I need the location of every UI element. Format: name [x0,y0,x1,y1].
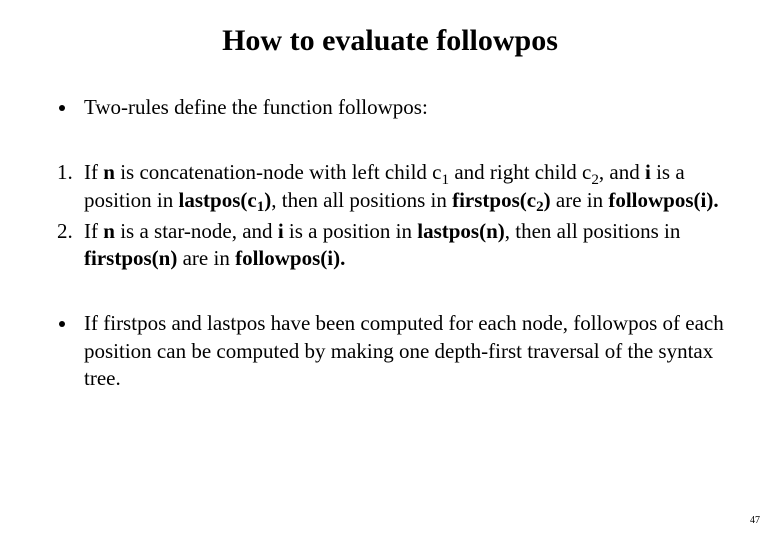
bold-n: n [103,160,115,184]
spacer [30,276,750,310]
rule-1: If n is concatenation-node with left chi… [78,159,750,214]
page-number: 47 [750,515,760,526]
text: If [84,160,103,184]
bold-followpos-i: followpos(i). [235,246,345,270]
bold-lastpos-n: lastpos(n) [417,219,505,243]
closing-bullet: If firstpos and lastpos have been comput… [78,310,750,392]
text: , then all positions in [505,219,681,243]
subscript: 2 [591,172,599,188]
bold-firstpos-n: firstpos(n) [84,246,177,270]
bold-followpos-i: followpos(i). [608,188,718,212]
bold-lastpos-c1: lastpos(c1) [179,188,272,212]
text: is concatenation-node with left child c [115,160,442,184]
slide-title: How to evaluate followpos [30,24,750,58]
text: is a star-node, and [115,219,278,243]
bold-n: n [103,219,115,243]
text: and right child c [449,160,591,184]
text: ) [544,188,551,212]
intro-list: Two-rules define the function followpos: [30,94,750,121]
rules-list: If n is concatenation-node with left chi… [30,159,750,272]
intro-bullet: Two-rules define the function followpos: [78,94,750,121]
text: , then all positions in [271,188,452,212]
text: lastpos(c [179,188,257,212]
spacer [30,125,750,159]
slide: How to evaluate followpos Two-rules defi… [0,0,780,540]
text: is a position in [284,219,418,243]
closing-list: If firstpos and lastpos have been comput… [30,310,750,392]
text: If [84,219,103,243]
bold-firstpos-c2: firstpos(c2) [452,188,551,212]
subscript: 1 [257,199,265,215]
rule-2: If n is a star-node, and i is a position… [78,218,750,273]
text: are in [551,188,609,212]
text: are in [177,246,235,270]
text: , and [599,160,645,184]
subscript: 1 [442,172,450,188]
text: firstpos(c [452,188,536,212]
subscript: 2 [536,199,544,215]
